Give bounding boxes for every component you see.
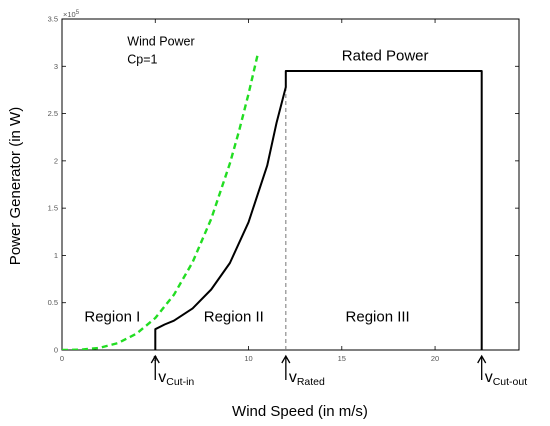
speed-label-cut-out: vCut-out — [485, 369, 528, 388]
y-multiplier-base: ×10 — [63, 10, 76, 19]
speed-label-sub: Rated — [297, 376, 325, 388]
wind-power-cp1-curve — [62, 53, 260, 350]
x-tick-label: 15 — [338, 354, 346, 363]
y-tick-label: 2 — [54, 156, 58, 165]
speed-label-main: v — [485, 369, 493, 386]
x-tick-label: 0 — [60, 354, 64, 363]
x-tick-label: 20 — [431, 354, 439, 363]
speed-label-sub: Cut-out — [493, 376, 528, 388]
x-axis-title: Wind Speed (in m/s) — [232, 403, 368, 420]
speed-label-main: v — [289, 369, 297, 386]
y-tick-label: 3 — [54, 62, 58, 71]
speed-label-main: v — [158, 369, 166, 386]
y-tick-label: 0 — [54, 346, 58, 355]
y-tick-label: 0.5 — [48, 298, 58, 307]
speed-label-rated: vRated — [289, 369, 325, 388]
region-2-label: Region II — [204, 309, 264, 326]
y-tick-label: 3.5 — [48, 15, 58, 24]
rated-power-label: Rated Power — [342, 48, 429, 65]
arrow-rated-head — [281, 354, 291, 364]
y-tick-label: 2.5 — [48, 109, 58, 118]
wind-power-label: Wind Power — [127, 34, 194, 48]
arrow-cut-in-head — [150, 354, 160, 364]
cp-label: Cp=1 — [127, 52, 157, 66]
y-tick-label: 1 — [54, 251, 58, 260]
plot-frame — [61, 18, 520, 351]
x-tick-label: 10 — [244, 354, 252, 363]
speed-label-cut-in: vCut-in — [158, 369, 194, 388]
turbine-power-curve — [154, 70, 483, 350]
y-axis-multiplier: ×105 — [63, 10, 80, 19]
speed-label-sub: Cut-in — [166, 376, 194, 388]
region-3-label: Region III — [346, 309, 410, 326]
y-tick-label: 1.5 — [48, 204, 58, 213]
y-axis-title: Power Generator (in W) — [7, 107, 24, 265]
arrow-cut-out-head — [477, 354, 487, 364]
y-multiplier-exponent: 5 — [76, 10, 80, 16]
region-1-label: Region I — [84, 309, 140, 326]
